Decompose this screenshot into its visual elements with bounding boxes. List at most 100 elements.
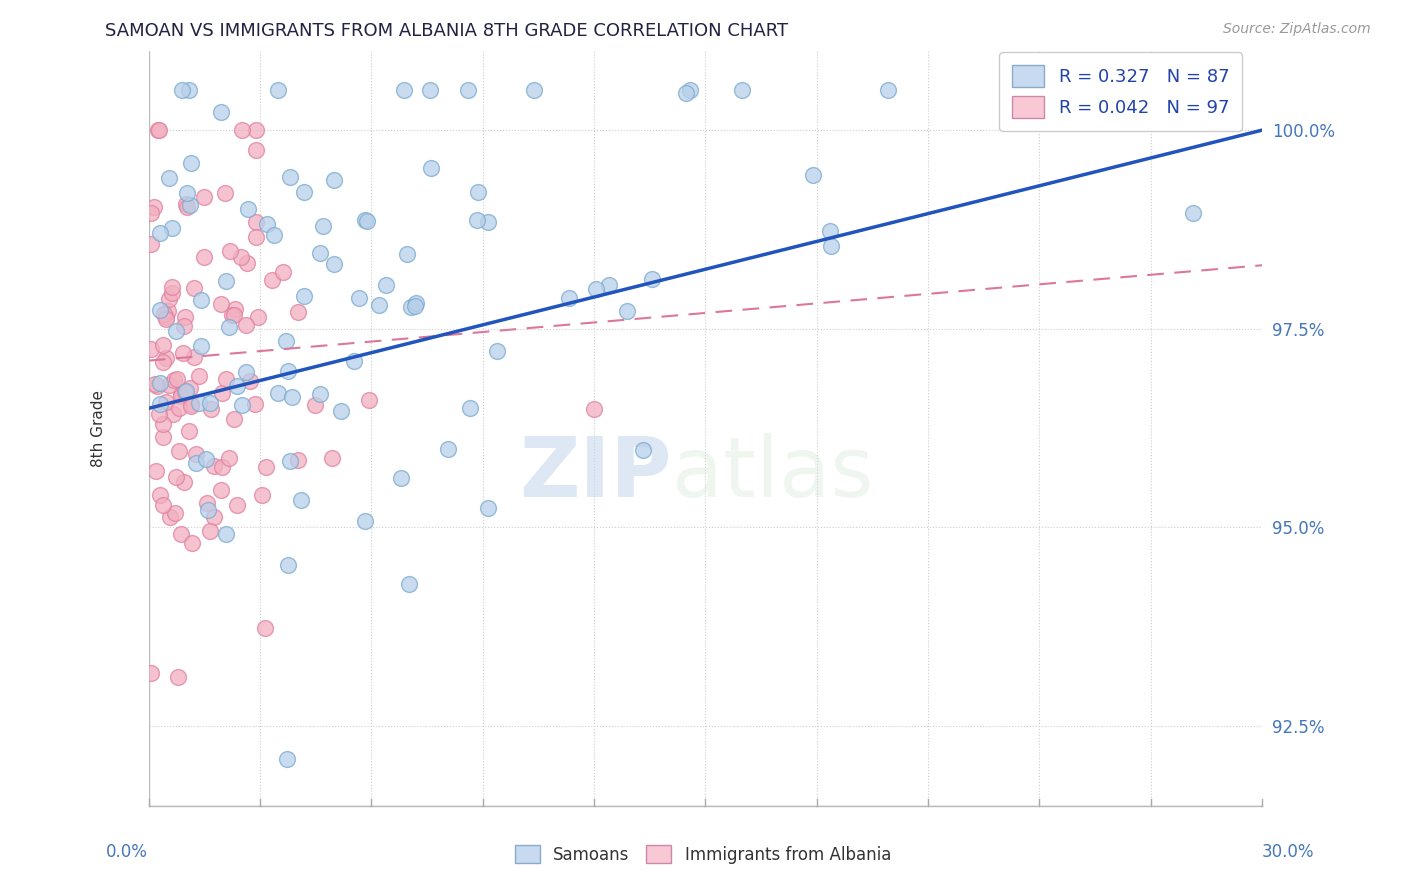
Point	[145, 377, 167, 392]
Point	[180, 156, 202, 170]
Point	[214, 186, 236, 201]
Point	[197, 503, 219, 517]
Point	[152, 417, 174, 432]
Point	[679, 83, 702, 97]
Point	[160, 221, 183, 235]
Point	[405, 295, 427, 310]
Point	[368, 298, 391, 312]
Text: Source: ZipAtlas.com: Source: ZipAtlas.com	[1223, 22, 1371, 37]
Point	[260, 273, 283, 287]
Point	[214, 371, 236, 385]
Point	[236, 202, 259, 217]
Point	[458, 401, 481, 415]
Point	[419, 161, 441, 175]
Point	[235, 318, 257, 332]
Point	[174, 197, 197, 211]
Point	[148, 123, 170, 137]
Text: 0.0%: 0.0%	[105, 843, 148, 861]
Point	[183, 281, 205, 295]
Point	[209, 483, 232, 497]
Text: SAMOAN VS IMMIGRANTS FROM ALBANIA 8TH GRADE CORRELATION CHART: SAMOAN VS IMMIGRANTS FROM ALBANIA 8TH GR…	[105, 22, 789, 40]
Point	[165, 470, 187, 484]
Point	[184, 456, 207, 470]
Point	[169, 386, 191, 401]
Point	[202, 459, 225, 474]
Point	[221, 308, 243, 322]
Point	[157, 292, 180, 306]
Point	[309, 386, 332, 401]
Point	[149, 376, 172, 391]
Point	[146, 123, 169, 137]
Point	[277, 558, 299, 572]
Point	[419, 83, 441, 97]
Point	[152, 355, 174, 369]
Point	[160, 279, 183, 293]
Point	[166, 670, 188, 684]
Point	[176, 200, 198, 214]
Point	[231, 398, 253, 412]
Point	[149, 226, 172, 240]
Text: atlas: atlas	[672, 433, 873, 514]
Point	[312, 219, 335, 233]
Point	[165, 506, 187, 520]
Legend: R = 0.327   N = 87, R = 0.042   N = 97: R = 0.327 N = 87, R = 0.042 N = 97	[1000, 52, 1241, 130]
Point	[465, 212, 488, 227]
Point	[304, 398, 326, 412]
Point	[162, 407, 184, 421]
Point	[292, 289, 315, 303]
Point	[229, 250, 252, 264]
Point	[202, 509, 225, 524]
Point	[195, 496, 218, 510]
Point	[277, 363, 299, 377]
Point	[218, 450, 240, 465]
Point	[181, 536, 204, 550]
Point	[141, 342, 163, 356]
Point	[215, 274, 238, 288]
Point	[188, 396, 211, 410]
Point	[159, 509, 181, 524]
Point	[198, 396, 221, 410]
Point	[198, 524, 221, 538]
Point	[165, 324, 187, 338]
Point	[267, 386, 290, 401]
Text: 30.0%: 30.0%	[1263, 843, 1315, 861]
Point	[467, 186, 489, 200]
Point	[523, 83, 546, 97]
Point	[218, 320, 240, 334]
Point	[820, 239, 842, 253]
Point	[188, 369, 211, 384]
Point	[254, 459, 277, 474]
Point	[224, 302, 246, 317]
Point	[183, 350, 205, 364]
Point	[145, 464, 167, 478]
Point	[176, 186, 198, 200]
Point	[226, 498, 249, 512]
Point	[239, 375, 262, 389]
Point	[190, 339, 212, 353]
Point	[253, 621, 276, 635]
Point	[641, 272, 664, 286]
Point	[143, 200, 166, 214]
Point	[818, 224, 841, 238]
Point	[598, 278, 620, 293]
Point	[457, 83, 479, 97]
Point	[193, 190, 215, 204]
Point	[236, 256, 259, 270]
Point	[148, 407, 170, 421]
Point	[276, 752, 298, 766]
Point	[152, 429, 174, 443]
Point	[585, 282, 607, 296]
Point	[731, 83, 754, 97]
Point	[193, 250, 215, 264]
Point	[631, 443, 654, 458]
Point	[231, 123, 253, 137]
Point	[404, 299, 426, 313]
Point	[309, 246, 332, 260]
Point	[245, 396, 267, 410]
Point	[280, 454, 302, 468]
Point	[152, 498, 174, 512]
Point	[290, 493, 312, 508]
Point	[256, 217, 278, 231]
Point	[485, 343, 508, 358]
Point	[195, 451, 218, 466]
